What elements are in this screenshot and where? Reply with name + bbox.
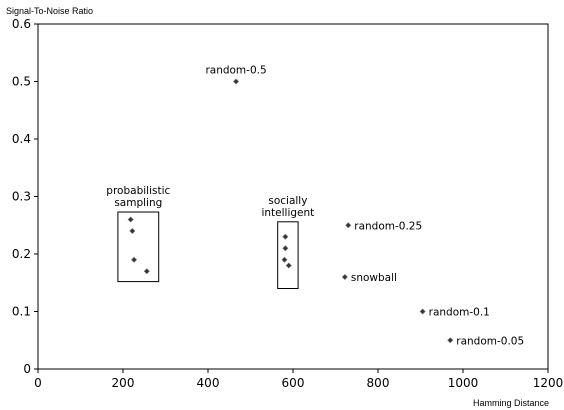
data-point bbox=[282, 233, 289, 240]
x-tick-label: 600 bbox=[282, 376, 305, 390]
y-tick-label: 0.5 bbox=[12, 75, 31, 89]
y-tick-label: 0.1 bbox=[12, 305, 31, 319]
data-point bbox=[143, 268, 150, 275]
y-tick-label: 0.4 bbox=[12, 132, 31, 146]
point-annotation: random-0.1 bbox=[429, 307, 490, 319]
y-tick-label: 0 bbox=[23, 362, 31, 376]
point-annotation: snowball bbox=[351, 272, 397, 284]
point-annotation: random-0.5 bbox=[205, 65, 266, 77]
data-point bbox=[127, 216, 134, 223]
group-box bbox=[117, 211, 160, 283]
y-tick-label: 0.6 bbox=[12, 17, 31, 31]
group-box bbox=[277, 221, 299, 289]
x-tick-label: 1200 bbox=[533, 376, 564, 390]
data-point bbox=[131, 256, 138, 263]
data-point bbox=[281, 256, 288, 263]
data-point bbox=[345, 222, 352, 229]
data-point bbox=[129, 227, 136, 235]
x-tick-label: 400 bbox=[197, 376, 220, 390]
group-label: socially bbox=[268, 195, 307, 207]
point-annotation: random-0.25 bbox=[354, 220, 422, 232]
group-label: sampling bbox=[114, 197, 162, 209]
data-point bbox=[282, 245, 289, 252]
data-point bbox=[447, 337, 454, 344]
data-point bbox=[233, 78, 240, 85]
x-tick-label: 1000 bbox=[448, 376, 479, 390]
x-axis-title: Hamming Distance bbox=[473, 398, 549, 408]
point-annotation: random-0.05 bbox=[456, 335, 524, 347]
data-point bbox=[419, 308, 426, 315]
data-point bbox=[341, 273, 348, 281]
y-tick-label: 0.3 bbox=[12, 190, 31, 204]
y-tick-label: 0.2 bbox=[12, 247, 31, 261]
x-tick-label: 200 bbox=[112, 376, 135, 390]
y-axis-title: Signal-To-Noise Ratio bbox=[6, 6, 93, 16]
data-point bbox=[285, 262, 292, 269]
group-label: probabilistic bbox=[106, 185, 170, 197]
x-tick-label: 800 bbox=[367, 376, 390, 390]
group-label: intelligent bbox=[261, 207, 314, 219]
x-tick-label: 0 bbox=[34, 376, 42, 390]
